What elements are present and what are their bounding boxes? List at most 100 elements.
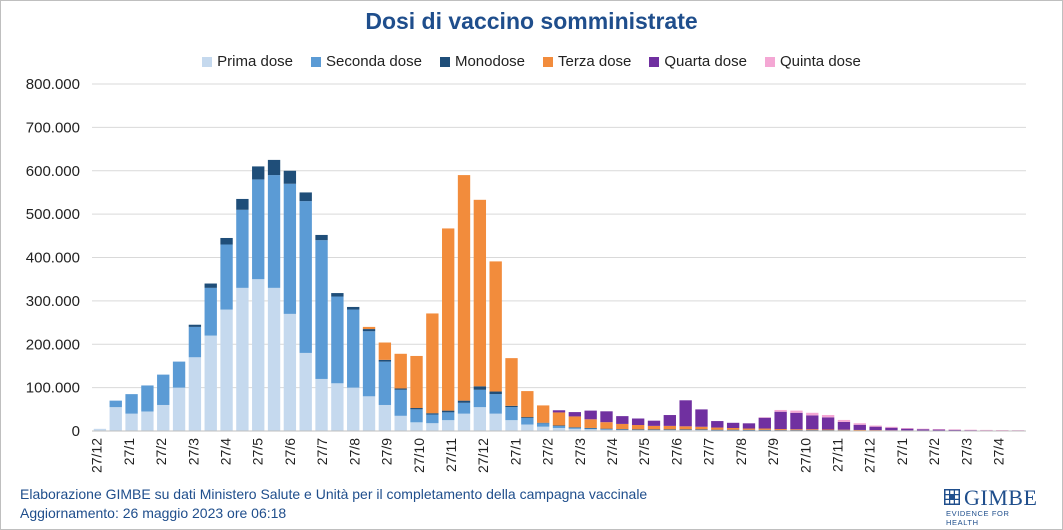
bar-segment [600, 422, 613, 429]
chart-title: Dosi di vaccino somministrate [365, 8, 698, 34]
bar-segment [679, 426, 692, 430]
bar-segment [885, 426, 898, 428]
bar-segment [568, 427, 582, 429]
bar-segment [442, 420, 455, 431]
bar-segment [267, 159, 281, 176]
bar-segment [347, 306, 360, 310]
bar-segment [331, 383, 344, 431]
bar-segment [647, 429, 661, 430]
x-tick-label: 27/4 [604, 438, 620, 465]
bar-segment [584, 427, 597, 429]
bar-segment [394, 415, 407, 431]
bar-segment [901, 428, 914, 431]
bar-segment [552, 425, 566, 426]
bar-segment [964, 430, 977, 431]
footer-source: Elaborazione GIMBE su dati Ministero Sal… [20, 486, 648, 502]
bar-segment [536, 405, 550, 423]
legend-item-terza-dose: Terza dose [543, 53, 631, 70]
x-tick-label: 27/9 [765, 438, 781, 465]
bar-segment [362, 329, 376, 332]
x-tick-label: 27/4 [218, 438, 234, 465]
bar-segment [457, 175, 471, 401]
bar-segment [489, 261, 502, 392]
bar-segment [616, 423, 629, 430]
bar-segment [837, 421, 851, 430]
bar-segment [758, 428, 771, 430]
bar-segment [473, 389, 487, 408]
legend-item-quinta-dose: Quinta dose [764, 53, 861, 70]
x-tick-label: 27/11 [829, 438, 845, 472]
bar-segment [758, 429, 771, 431]
bar-segment [252, 179, 265, 280]
x-tick-label: 27/12 [475, 438, 491, 473]
x-tick-label: 27/1 [507, 438, 523, 465]
bar-segment [283, 313, 297, 431]
bar-segment [426, 423, 439, 431]
bar-segment [410, 408, 423, 410]
bar-segment [141, 411, 154, 431]
bar-segment [679, 429, 692, 430]
logo-tagline: EVIDENCE FOR HEALTH [946, 509, 1010, 527]
bar-segment [473, 407, 487, 431]
bar-segment [663, 429, 676, 430]
bar-segment [204, 287, 217, 336]
bar-segment [347, 387, 360, 431]
bar-segment [204, 283, 217, 288]
bar-segment [568, 428, 582, 431]
y-tick-label: 0 [72, 423, 80, 440]
bar-segment [283, 183, 297, 314]
bar-segment [647, 420, 661, 426]
bar-segment [853, 429, 866, 431]
bar-segment [394, 388, 407, 390]
bar-segment [806, 430, 819, 431]
bar-segment [378, 359, 392, 362]
bar-segment [901, 428, 914, 429]
bar-segment [1011, 430, 1025, 431]
bar-segment [220, 244, 233, 310]
bar-segment [283, 170, 297, 184]
bar-segment [853, 424, 866, 430]
bar-segment [236, 209, 249, 288]
bar-segment [711, 427, 724, 430]
bar-segment [315, 240, 328, 379]
legend-swatch [543, 56, 554, 67]
bar-segment [362, 326, 376, 330]
bar-segment [679, 400, 692, 427]
bar-segment [631, 418, 645, 426]
legend-label: Quarta dose [664, 53, 747, 70]
bar-segment [790, 429, 803, 431]
bar-segment [758, 417, 771, 418]
bar-segment [584, 410, 597, 420]
bar-segment [442, 412, 455, 421]
bar-segment [853, 423, 866, 425]
bar-segment [426, 413, 439, 415]
bar-segment [552, 425, 566, 428]
bar-segment [980, 430, 993, 431]
bar-segment [521, 424, 534, 431]
y-tick-label: 800.000 [26, 76, 80, 93]
x-tick-label: 27/11 [443, 438, 459, 472]
bar-segment [774, 409, 787, 412]
bar-segment [742, 428, 756, 430]
bar-segment [536, 423, 550, 427]
bar-segment [489, 413, 502, 431]
logo-name: GIMBE [964, 485, 1038, 510]
bar-segment [489, 391, 502, 395]
bar-segment [93, 428, 107, 431]
bar-segment [948, 429, 961, 431]
bar-segment [616, 429, 629, 431]
bar-segment [442, 410, 455, 413]
bar-segment [932, 429, 946, 430]
x-tick-label: 27/5 [250, 438, 266, 465]
x-tick-label: 27/3 [958, 438, 974, 465]
bar-segment [505, 358, 518, 406]
bar-segment [410, 355, 423, 409]
legend-label: Terza dose [558, 53, 632, 70]
gimbe-logo: GIMBE EVIDENCE FOR HEALTH [944, 485, 1044, 527]
bar-segment [172, 387, 186, 431]
bar-segment [473, 386, 487, 390]
bar-segment [821, 417, 835, 430]
bar-segment [695, 426, 708, 430]
bar-segment [410, 409, 423, 423]
y-tick-label: 400.000 [26, 250, 80, 267]
